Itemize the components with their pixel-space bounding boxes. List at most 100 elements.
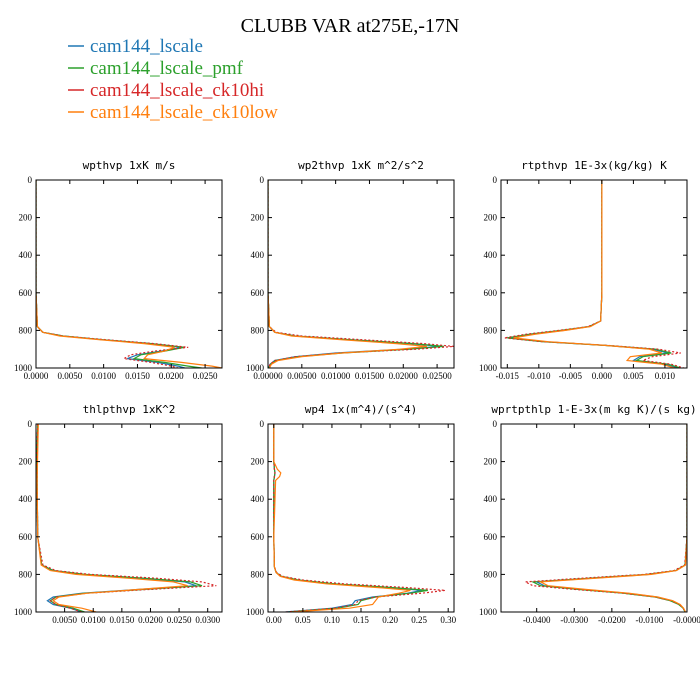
figure-title: CLUBB VAR at275E,-17N (241, 15, 460, 37)
plot-frame (267, 423, 455, 613)
x-tick-label: 0.25 (411, 615, 427, 625)
panel-title: rtpthvp 1E-3x(kg/kg) K (521, 159, 667, 172)
y-tick-label: 200 (251, 457, 265, 467)
x-tick-label: -0.015 (496, 371, 520, 381)
series-line (36, 180, 202, 368)
y-tick-label: 1000 (14, 363, 33, 373)
plot-frame (35, 423, 223, 613)
y-tick-label: 800 (484, 569, 498, 579)
panel-title: wp4 1x(m^4)/(s^4) (305, 403, 418, 416)
series-line (36, 424, 197, 612)
y-tick-label: 1000 (479, 363, 498, 373)
x-tick-label: 0.30 (440, 615, 456, 625)
panel-title: thlpthvp 1xK^2 (83, 403, 176, 416)
y-tick-label: 600 (19, 532, 33, 542)
x-tick-label: 0.0000 (24, 371, 49, 381)
y-tick-label: 600 (19, 288, 33, 298)
y-tick-label: 800 (251, 325, 265, 335)
y-tick-label: 600 (251, 288, 265, 298)
x-tick-label: 0.15 (353, 615, 369, 625)
x-tick-label: -0.0400 (523, 615, 551, 625)
x-tick-label: 0.0100 (81, 615, 106, 625)
series-line (273, 424, 446, 612)
x-tick-label: -0.005 (559, 371, 583, 381)
series-line (36, 180, 189, 368)
series-group (36, 424, 217, 612)
x-tick-label: 0.0250 (167, 615, 192, 625)
y-tick-label: 800 (19, 325, 33, 335)
plot-frame (500, 423, 688, 613)
series-group (268, 180, 454, 368)
y-tick-label: 0 (493, 419, 498, 429)
x-tick-label: 0.0100 (91, 371, 116, 381)
series-line (36, 180, 222, 368)
x-tick-label: -0.0300 (560, 615, 588, 625)
x-tick-label: 0.05 (295, 615, 311, 625)
chart-panel: wprtpthlp 1-E-3x(m kg K)/(s kg) 0 200 400 60… (479, 403, 700, 625)
chart-panel: wp2thvp 1xK m^2/s^2020040060080010000.00… (246, 159, 455, 381)
series-group (273, 424, 446, 612)
legend-entry: cam144_lscale_ck10hi (90, 80, 264, 101)
plot-frame (267, 179, 455, 369)
x-tick-label: 0.0150 (125, 371, 150, 381)
x-tick-label: 0.00500 (287, 371, 317, 381)
series-line (36, 424, 188, 612)
chart-panel: rtpthvp 1E-3x(kg/kg) K02004006008001000-… (479, 159, 688, 381)
y-tick-label: 200 (19, 213, 33, 223)
y-tick-label: 400 (251, 494, 265, 504)
y-tick-label: 200 (484, 457, 498, 467)
x-tick-label: -0.0100 (636, 615, 664, 625)
series-group (504, 180, 684, 368)
x-tick-label: 0.0250 (193, 371, 218, 381)
x-tick-label: 0.00000 (253, 371, 283, 381)
x-tick-label: -0.0200 (598, 615, 626, 625)
x-tick-label: 0.0150 (109, 615, 134, 625)
x-tick-label: 0.01500 (355, 371, 385, 381)
x-tick-label: 0.02000 (389, 371, 419, 381)
x-tick-label: 0.0200 (159, 371, 184, 381)
y-tick-label: 1000 (479, 607, 498, 617)
y-tick-label: 400 (19, 494, 33, 504)
x-tick-label: 0.005 (623, 371, 644, 381)
y-tick-label: 200 (484, 213, 498, 223)
series-line (268, 180, 427, 368)
y-tick-label: 800 (251, 569, 265, 579)
series-line (273, 424, 411, 612)
y-tick-label: 0 (260, 175, 265, 185)
y-tick-label: 200 (19, 457, 33, 467)
y-tick-label: 1000 (14, 607, 33, 617)
y-tick-label: 800 (19, 569, 33, 579)
y-tick-label: 1000 (246, 607, 265, 617)
x-tick-label: 0.10 (324, 615, 340, 625)
y-tick-label: 800 (484, 325, 498, 335)
series-line (534, 424, 687, 612)
x-tick-label: 0.0200 (138, 615, 163, 625)
y-tick-label: 400 (484, 494, 498, 504)
y-tick-label: 1000 (246, 363, 265, 373)
plot-frame (35, 179, 223, 369)
plot-frame (500, 179, 688, 369)
legend: cam144_lscalecam144_lscale_pmfcam144_lsc… (68, 36, 278, 123)
series-group (523, 424, 687, 612)
x-tick-label: 0.010 (655, 371, 676, 381)
series-line (268, 180, 454, 368)
x-tick-label: 0.02500 (422, 371, 452, 381)
chart-panel: thlpthvp 1xK^2 0 200 400 600 800 1000 0.0050 0.0… (14, 403, 223, 625)
series-line (268, 180, 444, 368)
x-tick-label: 0.20 (382, 615, 398, 625)
legend-entry: cam144_lscale (90, 36, 203, 57)
x-tick-label: 0.0300 (195, 615, 220, 625)
panel-title: wp2thvp 1xK m^2/s^2 (298, 159, 424, 172)
x-tick-label: 0.0050 (57, 371, 82, 381)
y-tick-label: 200 (251, 213, 265, 223)
legend-entry: cam144_lscale_pmf (90, 58, 244, 79)
y-tick-label: 0 (493, 175, 498, 185)
y-tick-label: 600 (484, 288, 498, 298)
series-line (513, 180, 675, 368)
x-tick-label: 0.01000 (321, 371, 351, 381)
panel-title: wprtpthlp 1-E-3x(m kg K)/(s kg) (491, 403, 696, 416)
